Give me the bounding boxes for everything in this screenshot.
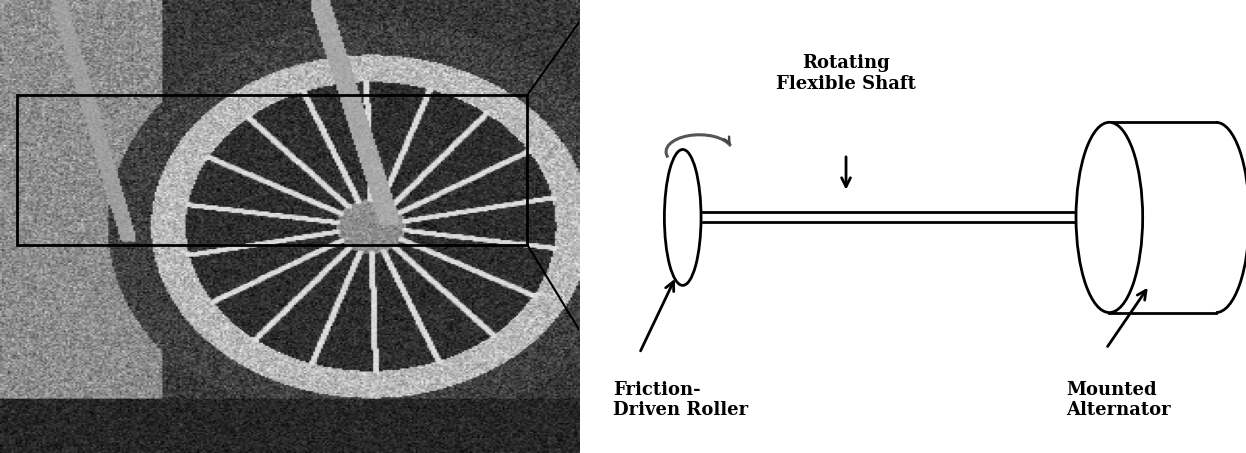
Bar <box>1109 122 1216 313</box>
Text: Rotating
Flexible Shaft: Rotating Flexible Shaft <box>776 54 916 93</box>
Text: Friction-
Driven Roller: Friction- Driven Roller <box>613 381 748 419</box>
Ellipse shape <box>664 149 701 285</box>
Text: Mounted
Alternator: Mounted Alternator <box>1067 381 1171 419</box>
Bar <box>17 95 527 245</box>
Ellipse shape <box>1077 122 1143 313</box>
